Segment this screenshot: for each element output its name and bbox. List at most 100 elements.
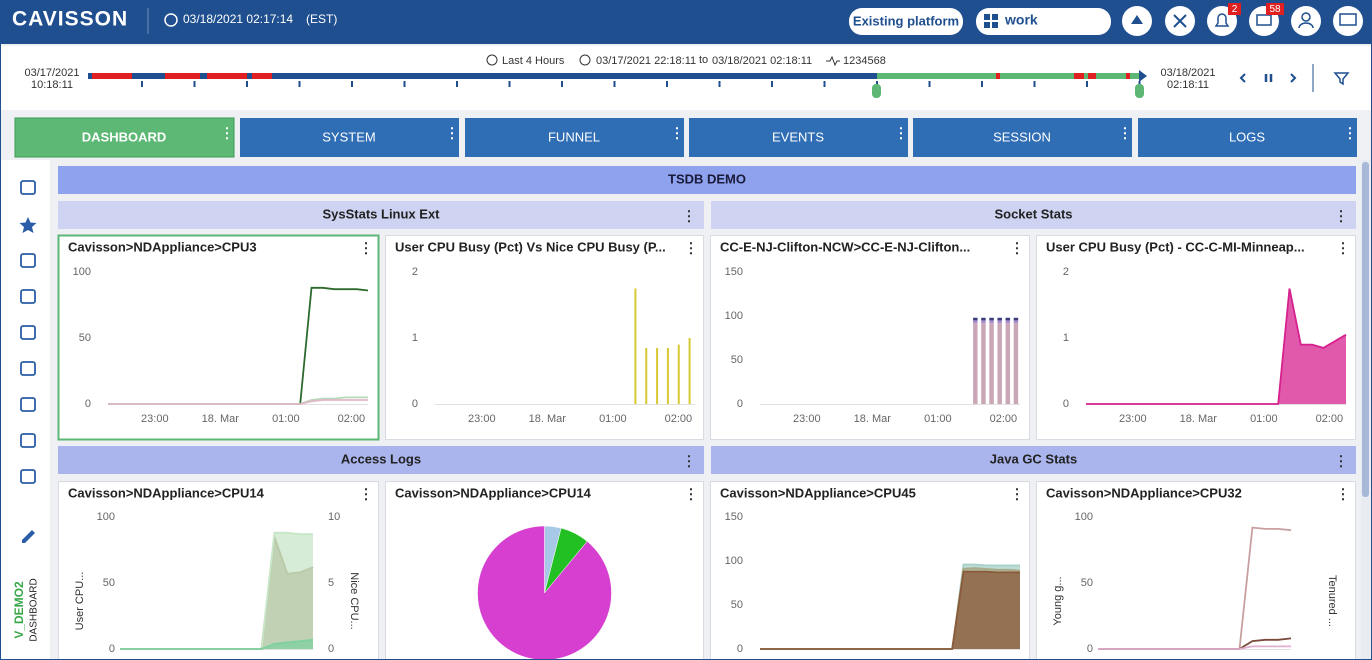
y-tick-label: 0 <box>109 643 115 655</box>
view-name: DASHBOARD <box>29 578 40 641</box>
tab-menu[interactable]: ⋮ <box>670 125 684 141</box>
tab-menu[interactable]: ⋮ <box>1118 125 1132 141</box>
panel-title: Cavisson>NDAppliance>CPU14 <box>68 485 265 500</box>
timeline-left-time: 10:18:11 <box>31 79 73 91</box>
y-tick-label: 0 <box>737 643 743 655</box>
tab-menu[interactable]: ⋮ <box>445 125 459 141</box>
tab[interactable]: LOGS ⋮ <box>1138 118 1357 157</box>
edit-button[interactable] <box>22 530 35 543</box>
sidebar-icon[interactable] <box>20 289 36 304</box>
tab-button[interactable] <box>240 118 459 157</box>
pulse-icon <box>826 55 840 67</box>
workspace-select[interactable] <box>976 8 1111 35</box>
panel-menu[interactable]: ⋮ <box>1336 486 1350 502</box>
tab-button[interactable] <box>913 118 1132 157</box>
x-tick-label: 01:00 <box>599 413 627 425</box>
range-handle[interactable] <box>872 84 881 98</box>
panel-menu[interactable]: ⋮ <box>1010 240 1024 256</box>
timeline-selection <box>877 73 1139 79</box>
filter-button[interactable] <box>1333 72 1350 86</box>
y-tick-label: 1 <box>1063 332 1069 344</box>
sidebar-icon[interactable] <box>20 469 36 484</box>
sidebar-icon[interactable] <box>20 180 36 195</box>
x-tick-label: 01:00 <box>924 413 952 425</box>
x-tick-label: 01:00 <box>1250 413 1278 425</box>
y-tick-label: 0 <box>737 398 743 410</box>
tab[interactable]: FUNNEL ⋮ <box>465 118 684 157</box>
x-tick-label: 23:00 <box>141 413 169 425</box>
group-menu[interactable]: ⋮ <box>682 208 696 224</box>
bar <box>1005 323 1011 404</box>
tab-button[interactable] <box>14 117 235 158</box>
tab-menu[interactable]: ⋮ <box>894 125 908 141</box>
y-axis-label: Young g... <box>1052 576 1064 625</box>
tab[interactable]: SESSION ⋮ <box>913 118 1132 157</box>
panel-menu[interactable]: ⋮ <box>359 240 373 256</box>
timeline-right-time: 02:18:11 <box>1167 79 1209 91</box>
panel <box>385 235 704 440</box>
tab[interactable]: DASHBOARD ⋮ <box>14 117 235 158</box>
y-tick-label: 150 <box>725 511 743 523</box>
tab-label: SYSTEM <box>322 129 375 144</box>
bar <box>645 347 648 404</box>
y-tick-label: 0 <box>85 398 91 410</box>
event <box>1126 73 1130 79</box>
tab[interactable]: SYSTEM ⋮ <box>240 118 459 157</box>
y-tick-label: 100 <box>1075 511 1093 523</box>
tab-button[interactable] <box>465 118 684 157</box>
group-menu[interactable]: ⋮ <box>1334 453 1348 469</box>
tab[interactable]: EVENTS ⋮ <box>689 118 908 157</box>
tab-menu[interactable]: ⋮ <box>1343 125 1357 141</box>
group-header <box>58 201 704 229</box>
sidebar-icon[interactable] <box>20 433 36 448</box>
next-button[interactable] <box>1290 73 1297 83</box>
x-tick-label: 23:00 <box>793 413 821 425</box>
panel-menu[interactable]: ⋮ <box>684 486 698 502</box>
panel-menu[interactable]: ⋮ <box>1336 240 1350 256</box>
panel-menu[interactable]: ⋮ <box>684 240 698 256</box>
x-tick-label: 18. Mar <box>529 413 567 425</box>
group-menu[interactable]: ⋮ <box>1334 208 1348 224</box>
panel-menu[interactable]: ⋮ <box>359 486 373 502</box>
sidebar-icon[interactable] <box>20 397 36 412</box>
timeline-end: 03/18/2021 02:18:11 <box>712 55 812 67</box>
scroll-thumb[interactable] <box>1362 162 1369 497</box>
prev-button[interactable] <box>1239 73 1246 83</box>
sidebar-icon[interactable] <box>20 253 36 268</box>
tab-menu[interactable]: ⋮ <box>220 125 234 141</box>
sidebar-icon[interactable] <box>20 361 36 376</box>
icon-glyph <box>1298 22 1314 29</box>
sidebar-icons <box>19 180 37 484</box>
bar <box>1013 323 1019 404</box>
group-menu[interactable]: ⋮ <box>682 453 696 469</box>
range-handle[interactable] <box>1135 84 1144 98</box>
group-title: SysStats Linux Ext <box>322 206 440 221</box>
datetime: 03/18/2021 02:17:14 <box>183 12 293 26</box>
panel-menu[interactable]: ⋮ <box>1010 486 1024 502</box>
x-tick-label: 23:00 <box>468 413 496 425</box>
bar <box>688 338 691 404</box>
bar <box>981 320 986 324</box>
event <box>1088 73 1096 79</box>
series-line <box>120 638 314 650</box>
icon-glyph <box>1301 12 1311 22</box>
y-tick-label: 50 <box>731 599 743 611</box>
group-title: Socket Stats <box>994 206 1072 221</box>
event <box>252 73 272 79</box>
tab-button[interactable] <box>1138 118 1357 157</box>
bar <box>973 320 978 324</box>
group-title: Java GC Stats <box>990 451 1077 466</box>
sidebar <box>0 160 50 660</box>
bar <box>989 320 994 324</box>
session-id: 1234568 <box>843 55 886 67</box>
sidebar-icon[interactable] <box>19 217 37 233</box>
event <box>207 73 247 79</box>
y-tick-label: 100 <box>73 266 91 278</box>
pause-button[interactable] <box>1264 74 1273 82</box>
grid-icon <box>984 22 990 28</box>
tab-button[interactable] <box>689 118 908 157</box>
timeline-left-date: 03/17/2021 <box>24 67 79 79</box>
sidebar-icon[interactable] <box>20 325 36 340</box>
screen-button[interactable] <box>1333 6 1363 36</box>
platform-button[interactable] <box>849 8 963 35</box>
